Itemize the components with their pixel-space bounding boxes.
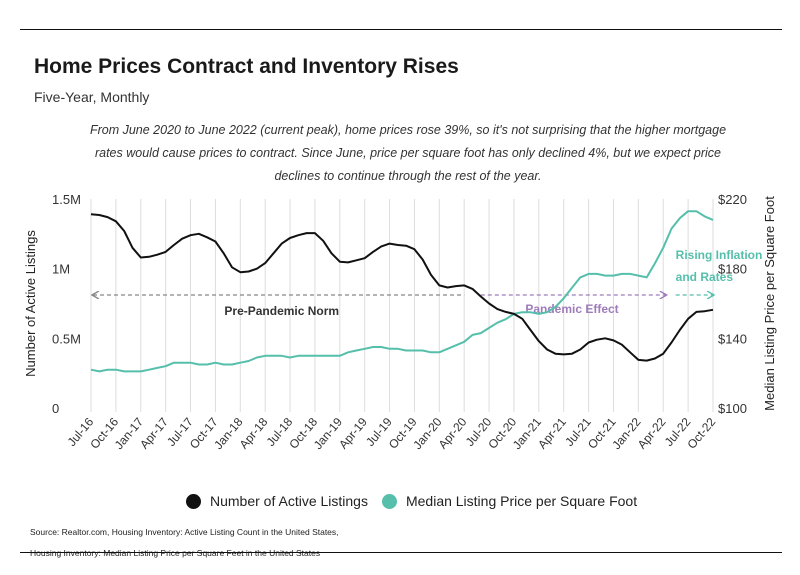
rising-inflation-label-line2: and Rates <box>676 270 734 284</box>
x-tick-label: Apr-20 <box>436 415 470 452</box>
note-line: declines to continue through the rest of… <box>274 169 542 183</box>
axes: Jul-16Oct-16Jan-17Apr-17Jul-17Oct-17Jan-… <box>52 192 747 452</box>
legend-item-listings: Number of Active Listings <box>186 493 368 509</box>
series-lines <box>90 210 714 373</box>
chart-note: From June 2020 to June 2022 (current pea… <box>78 119 738 188</box>
line-chart: Pre-Pandemic Norm Pandemic Effect Rising… <box>23 192 777 452</box>
y-tick-label-right: $100 <box>718 401 747 416</box>
source-line: Housing Inventory: Median Listing Price … <box>30 548 321 558</box>
y-tick-label-right: $140 <box>718 331 747 346</box>
series-line-price <box>90 210 714 373</box>
y-axis-label-left: Number of Active Listings <box>23 230 38 377</box>
source-note: Source: Realtor.com, Housing Inventory: … <box>30 522 339 564</box>
x-tick-label: Apr-21 <box>535 415 569 452</box>
source-line: Source: Realtor.com, Housing Inventory: … <box>30 527 339 537</box>
x-tick-label: Apr-22 <box>635 415 669 452</box>
y-tick-label-left: 1.5M <box>52 192 81 207</box>
vertical-gridlines <box>90 199 714 412</box>
pre-pandemic-label: Pre-Pandemic Norm <box>224 304 339 318</box>
x-tick-label: Apr-17 <box>137 415 171 452</box>
bottom-rule <box>20 552 782 553</box>
x-tick-label: Apr-19 <box>336 415 370 452</box>
pandemic-effect-label: Pandemic Effect <box>525 302 618 316</box>
y-tick-label-right: $180 <box>718 262 747 277</box>
top-rule <box>20 29 782 30</box>
series-line-listings <box>90 213 714 362</box>
note-line: rates would cause prices to contract. Si… <box>94 146 722 160</box>
y-tick-label-right: $220 <box>718 192 747 207</box>
chart-subtitle: Five-Year, Monthly <box>34 89 150 105</box>
x-tick-label: Apr-18 <box>237 415 271 452</box>
legend-swatch-listings <box>186 493 201 509</box>
legend-label-listings: Number of Active Listings <box>210 493 368 509</box>
x-tick-label: Oct-22 <box>684 415 718 452</box>
annotations: Pre-Pandemic Norm Pandemic Effect Rising… <box>93 248 762 318</box>
chart-title: Home Prices Contract and Inventory Rises <box>34 55 459 78</box>
legend-swatch-price <box>381 493 397 509</box>
chart-legend: Number of Active Listings Median Listing… <box>186 493 651 509</box>
note-line: From June 2020 to June 2022 (current pea… <box>89 123 727 137</box>
rising-inflation-label: Rising Inflation <box>676 248 763 262</box>
legend-item-price: Median Listing Price per Square Foot <box>381 493 638 509</box>
y-tick-label-left: 0.5M <box>52 331 81 346</box>
y-tick-label-left: 1M <box>52 262 70 277</box>
y-axis-label-right: Median Listing Price per Square Foot <box>762 196 777 411</box>
y-tick-label-left: 0 <box>52 401 59 416</box>
legend-label-price: Median Listing Price per Square Foot <box>405 493 638 509</box>
